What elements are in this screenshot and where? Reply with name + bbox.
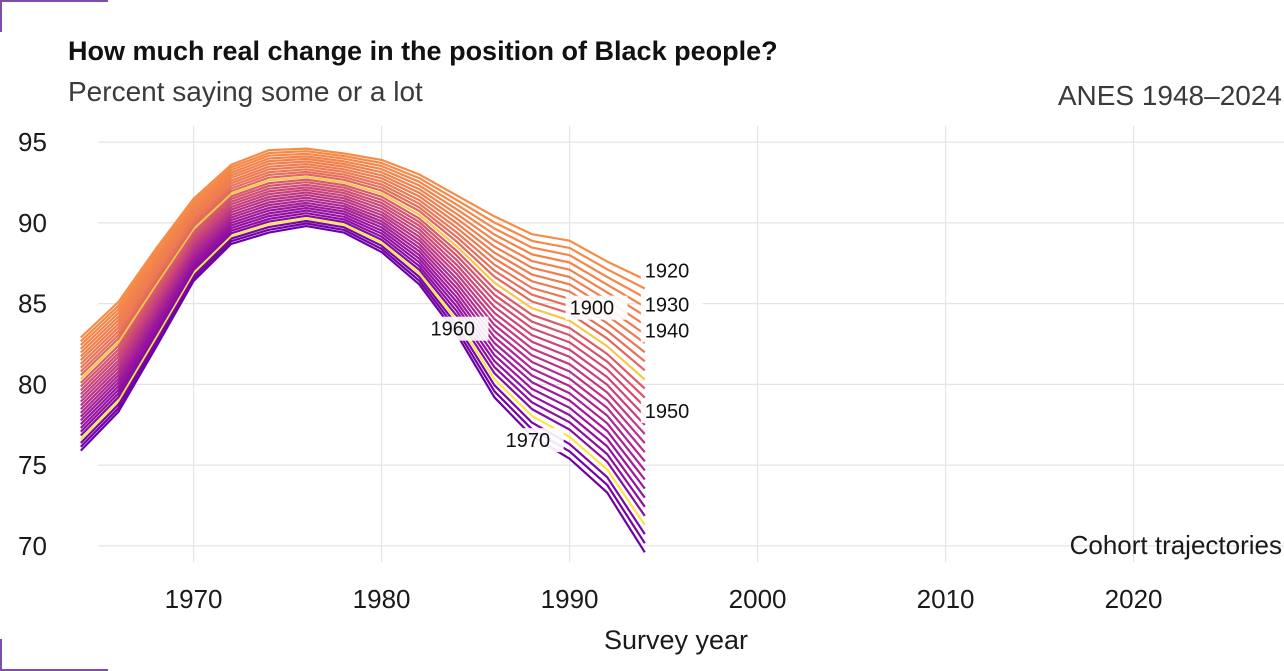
x-axis-title: Survey year xyxy=(604,625,748,655)
cohort-label-bg xyxy=(640,318,703,343)
cohort-line xyxy=(80,212,646,508)
cohort-line xyxy=(80,147,646,339)
data-source-label: ANES 1948–2024 xyxy=(1057,80,1282,111)
top-corner-accent xyxy=(0,0,108,32)
cohort-label: 1970 xyxy=(506,430,551,452)
y-tick-label: 80 xyxy=(18,369,47,399)
cohort-lines xyxy=(80,147,646,553)
cohort-label: 1920 xyxy=(645,261,690,283)
x-tick-label: 1970 xyxy=(165,584,223,614)
cohort-label-bg xyxy=(426,316,489,341)
cohort-line xyxy=(80,201,646,472)
cohort-line xyxy=(80,191,646,435)
y-tick-label: 90 xyxy=(18,208,47,238)
x-tick-label: 1990 xyxy=(541,584,599,614)
cohort-line xyxy=(80,214,646,517)
x-axis-ticks: 1970 1980 1990 2000 2010 2020 xyxy=(165,584,1163,614)
cohort-line xyxy=(80,170,646,373)
y-tick-label: 85 xyxy=(18,289,47,319)
cohort-line xyxy=(80,183,646,408)
y-tick-label: 75 xyxy=(18,450,47,480)
cohort-line xyxy=(80,165,646,365)
cohort-line xyxy=(80,157,646,354)
x-tick-label: 2020 xyxy=(1105,584,1163,614)
cohort-line xyxy=(80,206,646,490)
y-axis-ticks: 70 75 80 85 90 95 xyxy=(18,127,47,561)
chart-title: How much real change in the position of … xyxy=(68,36,778,66)
cohort-label: 1930 xyxy=(645,294,690,316)
cohort-line xyxy=(80,173,646,376)
cohort-line xyxy=(80,152,646,346)
cohort-line xyxy=(80,181,646,399)
x-tick-label: 2010 xyxy=(917,584,975,614)
cohort-line xyxy=(80,186,646,417)
cohort-line xyxy=(80,217,646,526)
cohort-label: 1960 xyxy=(430,319,475,341)
cohort-line xyxy=(80,150,646,343)
x-tick-label: 2000 xyxy=(729,584,787,614)
cohort-line xyxy=(80,175,646,381)
cohort-label: 1950 xyxy=(645,401,690,423)
x-tick-label: 1980 xyxy=(353,584,411,614)
cohort-line xyxy=(80,199,646,462)
cohort-labels: 1920 1930 1940 1950 1900 1960 1970 xyxy=(426,258,703,453)
cohort-label-bg xyxy=(640,258,703,283)
cohort-label: 1900 xyxy=(570,298,615,320)
y-tick-label: 95 xyxy=(18,127,47,157)
cohort-line xyxy=(80,194,646,444)
cohort-label: 1940 xyxy=(645,320,690,342)
cohort-line xyxy=(80,160,646,358)
cohort-line xyxy=(80,155,646,350)
cohort-line xyxy=(80,209,646,499)
cohort-line xyxy=(80,163,646,361)
cohort-line xyxy=(80,168,646,369)
facet-label: Cohort trajectories xyxy=(1070,530,1282,560)
cohort-line xyxy=(80,178,646,390)
bottom-corner-accent xyxy=(0,639,108,671)
cohort-label-bg xyxy=(640,292,703,317)
chart-subtitle: Percent saying some or a lot xyxy=(68,76,423,107)
cohort-label-bg xyxy=(640,399,703,424)
cohort-line xyxy=(80,196,646,453)
cohort-label-bg xyxy=(565,295,628,320)
cohort-line xyxy=(80,188,646,426)
y-tick-label: 70 xyxy=(18,531,47,561)
cohort-label-bg xyxy=(501,428,564,453)
cohort-line xyxy=(80,204,646,481)
